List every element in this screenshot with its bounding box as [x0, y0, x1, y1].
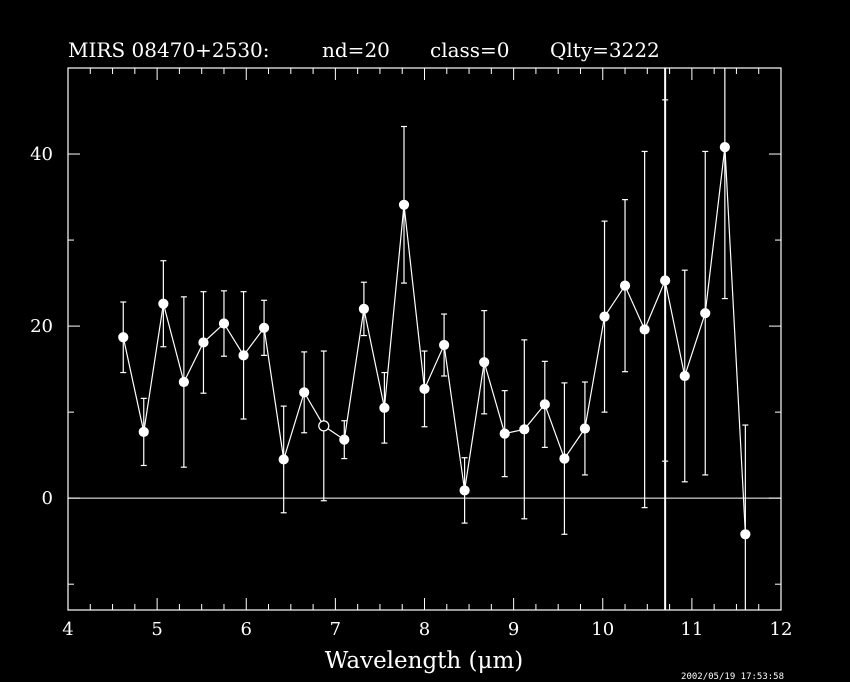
series-line [122, 147, 746, 535]
data-point [398, 199, 410, 210]
data-point [218, 318, 230, 329]
data-point [299, 387, 310, 398]
data-point [439, 339, 450, 351]
data-point [459, 485, 470, 496]
data-point [719, 142, 730, 153]
quality-value: Qlty=3222 [550, 38, 660, 62]
x-tick-label: 12 [770, 619, 793, 640]
x-tick-label: 8 [419, 619, 430, 640]
data-point [178, 376, 189, 388]
data-point [238, 350, 249, 361]
data-point [339, 434, 350, 445]
y-tick-label: 0 [42, 488, 53, 509]
data-point [660, 275, 671, 286]
axis-ticks [67, 67, 782, 610]
data-point [740, 529, 751, 540]
x-tick-label: 4 [62, 619, 73, 640]
data-point [519, 424, 530, 435]
data-point [599, 311, 610, 322]
data-point [278, 454, 289, 465]
class-value: class=0 [430, 38, 510, 62]
tick-labels: 4 5 6 7 8 9 10 11 12 0 20 40 [30, 144, 792, 640]
plot-frame [67, 67, 782, 611]
data-point [579, 423, 591, 434]
nd-value: nd=20 [322, 38, 390, 62]
data-point [158, 298, 169, 309]
data-point-open [318, 420, 330, 432]
x-tick-label: 6 [241, 619, 252, 640]
data-point [379, 402, 390, 413]
y-tick-label: 20 [30, 316, 53, 337]
x-tick-label: 5 [151, 619, 162, 640]
error-bars [120, 68, 749, 610]
data-point [118, 332, 129, 343]
object-name: MIRS 08470+2530: [68, 38, 270, 62]
y-tick-label: 40 [30, 144, 53, 165]
data-point [499, 428, 510, 439]
data-points [118, 142, 751, 540]
data-point [358, 303, 369, 314]
x-tick-label: 11 [680, 619, 703, 640]
data-point [198, 337, 209, 348]
data-point [559, 453, 570, 464]
data-point [679, 370, 690, 382]
x-axis-label: Wavelength (μm) [325, 648, 524, 674]
data-point [419, 383, 430, 394]
x-tick-label: 10 [591, 619, 614, 640]
data-point [479, 357, 490, 368]
x-tick-label: 9 [508, 619, 519, 640]
data-point [639, 324, 650, 335]
x-tick-label: 7 [330, 619, 341, 640]
data-point [700, 308, 711, 319]
data-point [619, 280, 631, 291]
data-point [539, 399, 550, 410]
data-point [258, 322, 270, 333]
timestamp: 2002/05/19 17:53:58 [681, 672, 784, 682]
data-point [138, 426, 149, 438]
